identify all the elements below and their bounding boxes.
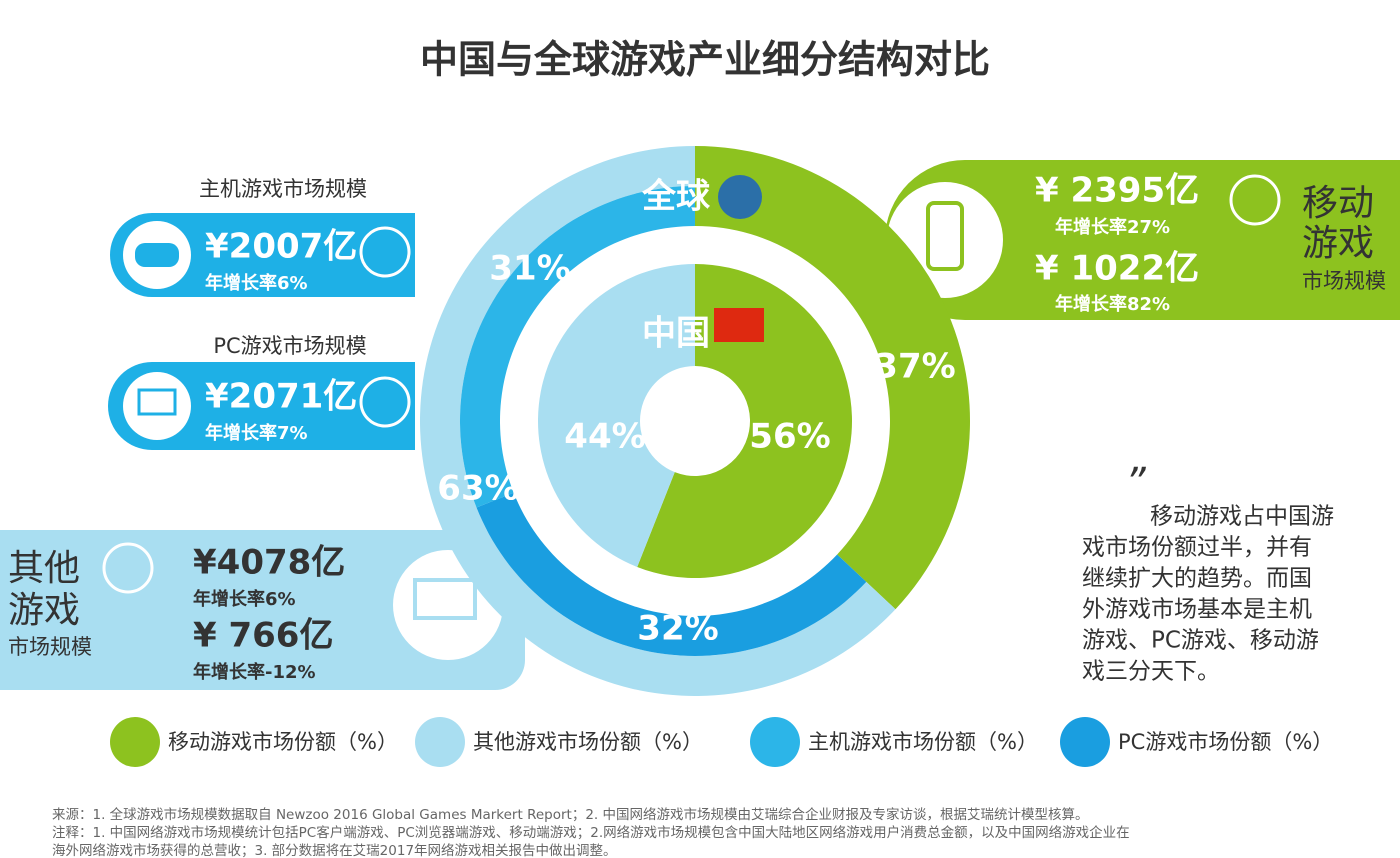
growth: 年增长率27%: [1055, 216, 1170, 238]
quote-line: 游戏、PC游戏、移动游: [1082, 628, 1319, 654]
flag-icon: [714, 308, 764, 342]
globe-icon: [718, 175, 762, 219]
globe-icon: [102, 542, 154, 594]
footnote: 注释：1. 中国网络游戏市场规模统计包括PC客户端游戏、PC浏览器端游戏、移动端…: [52, 824, 1130, 841]
icon-bg: [123, 372, 191, 440]
charts: 37% 31% 32% 63% 全球 56% 44% 中国: [419, 146, 970, 696]
growth: 年增长率6%: [205, 272, 308, 294]
amount: ¥ 1022亿: [1035, 249, 1199, 289]
value-label: 32%: [637, 609, 718, 649]
amount: ¥ 2395亿: [1035, 171, 1199, 211]
value-label: 中国: [642, 314, 710, 354]
value-label: 全球: [641, 177, 711, 217]
growth: 年增长率82%: [1055, 293, 1170, 315]
panel-title: 游戏: [1302, 223, 1374, 264]
growth: 年增长率-12%: [193, 661, 316, 683]
other-panel: [0, 530, 526, 690]
laptop-icon: [137, 388, 177, 416]
panel-title: PC游戏市场规模: [213, 334, 366, 358]
legend-label: PC游戏市场份额（%）: [1118, 730, 1333, 754]
pc-panel: [108, 362, 415, 450]
quote-line: 外游戏市场基本是主机: [1082, 597, 1312, 623]
amount: ¥2071亿: [205, 377, 357, 417]
legend-swatch: [1060, 717, 1110, 767]
value-label: 56%: [749, 417, 830, 457]
growth: 年增长率7%: [205, 422, 308, 444]
quote-line: 戏三分天下。: [1082, 659, 1220, 685]
legend-label: 主机游戏市场份额（%）: [808, 730, 1038, 754]
globe-icon: [359, 376, 411, 428]
amount: ¥ 766亿: [193, 616, 333, 656]
console-panel: [110, 213, 415, 297]
footnotes: 来源：1. 全球游戏市场规模数据取自 Newzoo 2016 Global Ga…: [52, 806, 1130, 858]
globe-icon: [1229, 174, 1281, 226]
value-label: 31%: [489, 249, 570, 289]
amount: ¥4078亿: [193, 543, 345, 583]
legend-swatch: [750, 717, 800, 767]
ring-segment: [695, 146, 970, 610]
mobile-panel: [885, 160, 1400, 320]
title: 中国与全球游戏产业细分结构对比: [420, 38, 990, 82]
value-label: 44%: [564, 417, 645, 457]
legend: 移动游戏市场份额（%） 其他游戏市场份额（%） 主机游戏市场份额（%） PC游戏市场份…: [110, 717, 1333, 767]
legend-swatch: [415, 717, 465, 767]
footnote: 海外网络游戏市场获得的总营收；3. 部分数据将在艾瑞2017年网络游戏相关报告中…: [52, 842, 617, 858]
panel-title: 其他: [8, 548, 80, 589]
value-label: 37%: [874, 347, 955, 387]
legend-label: 移动游戏市场份额（%）: [168, 730, 398, 754]
ring-segment: [460, 186, 695, 508]
quote: 移动游戏占中国游戏市场份额过半，并有继续扩大的趋势。而国外游戏市场基本是主机游戏…: [1082, 504, 1334, 685]
ring-segment: [419, 146, 896, 696]
pie-segment: [637, 264, 852, 578]
phone-icon: [926, 201, 964, 271]
laptop-icon: [413, 578, 477, 620]
value-label: 63%: [437, 469, 518, 509]
globe-icon: [359, 226, 411, 278]
ring-segment: [476, 492, 867, 656]
panel-subtitle: 市场规模: [1302, 269, 1386, 293]
footnote: 来源：1. 全球游戏市场规模数据取自 Newzoo 2016 Global Ga…: [52, 806, 1089, 823]
gamepad-icon: [135, 243, 179, 267]
quote-line: 戏市场份额过半，并有: [1082, 535, 1312, 561]
panel-title: 主机游戏市场规模: [199, 177, 367, 201]
panel-subtitle: 市场规模: [8, 635, 92, 659]
legend-label: 其他游戏市场份额（%）: [473, 730, 703, 754]
quote-mark: ”: [1125, 460, 1146, 506]
quote-line: 继续扩大的趋势。而国: [1082, 566, 1312, 592]
growth: 年增长率6%: [193, 588, 296, 610]
legend-swatch: [110, 717, 160, 767]
quote-line: 移动游戏占中国游: [1150, 504, 1334, 530]
panel-title: 移动: [1302, 183, 1374, 224]
panel-title: 游戏: [8, 590, 80, 631]
amount: ¥2007亿: [205, 227, 357, 267]
pie-segment: [537, 264, 695, 567]
